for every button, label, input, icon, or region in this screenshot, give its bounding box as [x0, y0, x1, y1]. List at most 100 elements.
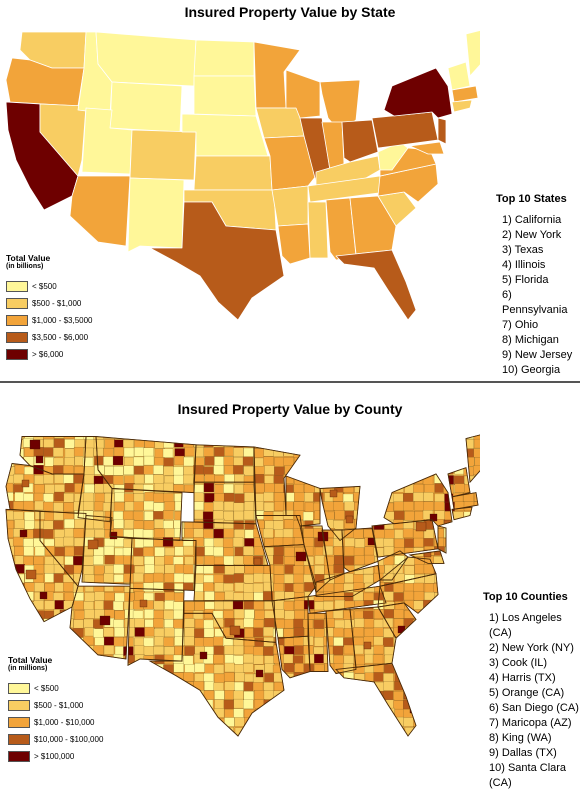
county-cell [423, 538, 434, 548]
county-cell [353, 690, 365, 700]
county-cell [303, 673, 315, 683]
county-cell [423, 492, 434, 502]
county-cell [133, 520, 144, 530]
county-cell [354, 473, 366, 484]
county-cell [394, 663, 405, 673]
county-cell [334, 599, 346, 610]
county-cell [323, 709, 334, 719]
county-cell [394, 538, 405, 549]
county-cell [373, 447, 384, 458]
county-cell [214, 456, 225, 466]
county-cell [323, 466, 334, 476]
county-cell [254, 610, 266, 620]
county-cell [474, 475, 480, 485]
state-ct-ri [451, 99, 473, 113]
county-cell [154, 682, 166, 692]
county-cell [204, 591, 215, 601]
county-cell [133, 528, 144, 539]
state-texas [149, 201, 285, 321]
county-cell [153, 610, 164, 620]
county-cell [283, 690, 295, 700]
county-cell [422, 709, 434, 719]
county-cell [323, 691, 334, 701]
county-cell [463, 528, 474, 538]
county-cell [153, 582, 164, 592]
county-cell [473, 528, 480, 538]
legend-swatch [6, 281, 28, 292]
county-cell [162, 717, 174, 727]
county-cell [174, 681, 185, 691]
legend-label: > $100,000 [34, 752, 75, 761]
county-cell [413, 735, 424, 736]
county-cell [383, 493, 394, 503]
county-cell [93, 555, 104, 565]
county-cell [263, 646, 274, 656]
county-cell [144, 626, 155, 637]
county-cell [333, 663, 345, 673]
county-cell [154, 439, 165, 449]
county-cell [334, 510, 345, 520]
county-cell [94, 565, 105, 575]
county-cell [313, 718, 324, 729]
county-cell [193, 509, 204, 520]
county-cell [142, 547, 154, 557]
county-cell [423, 645, 434, 656]
county-cell [233, 555, 244, 566]
county-cell [154, 556, 165, 566]
county-cell [234, 484, 245, 494]
county-cell [453, 447, 464, 457]
county-cell [473, 520, 480, 530]
county-cell [53, 465, 64, 475]
county-cell [6, 482, 14, 493]
county-cell [433, 672, 444, 682]
county-cell [283, 717, 294, 727]
county-cell [464, 717, 475, 727]
county-cell [393, 457, 404, 467]
county-cell [223, 492, 235, 503]
county-cell [203, 447, 214, 457]
county-cell [434, 663, 446, 673]
county-cell [413, 447, 425, 458]
county-cell [234, 672, 245, 682]
county-cell [84, 439, 96, 449]
county-cell [383, 673, 394, 683]
county-cell [164, 619, 175, 629]
county-cell [413, 529, 424, 539]
county-cell [213, 538, 224, 548]
county-cell [474, 609, 480, 620]
county-cell [244, 600, 255, 610]
county-cell [434, 690, 445, 700]
county-cell [113, 709, 124, 719]
county-cell [214, 699, 225, 709]
county-cell [233, 609, 245, 619]
county-cell [174, 501, 186, 511]
county-cell [333, 438, 345, 448]
county-cell [423, 673, 434, 683]
county-cell [444, 636, 455, 647]
county-cell [463, 555, 474, 565]
list-item: 3) Cook (IL) [489, 657, 548, 669]
county-cell [114, 735, 125, 736]
county-cell [293, 691, 304, 701]
county-cell [413, 582, 424, 593]
county-cell [213, 510, 224, 520]
county-cell [114, 492, 125, 502]
state-legend-item: < $500 [6, 278, 93, 295]
county-cell [374, 556, 385, 567]
county-cell [374, 483, 386, 493]
county-cell [64, 518, 75, 529]
county-cell [364, 690, 375, 700]
county-cell [333, 434, 344, 440]
county-cell [214, 475, 225, 485]
county-cell [293, 438, 305, 449]
county-cell [204, 726, 215, 736]
county-cell [213, 546, 224, 557]
county-cell [323, 654, 334, 664]
legend-label: $1,000 - $3,5000 [32, 316, 93, 325]
county-cell [14, 591, 25, 601]
county-cell [14, 645, 25, 656]
county-cell [205, 736, 215, 740]
county-cell [433, 709, 444, 720]
county-cell [384, 717, 395, 727]
county-cell [24, 637, 35, 648]
